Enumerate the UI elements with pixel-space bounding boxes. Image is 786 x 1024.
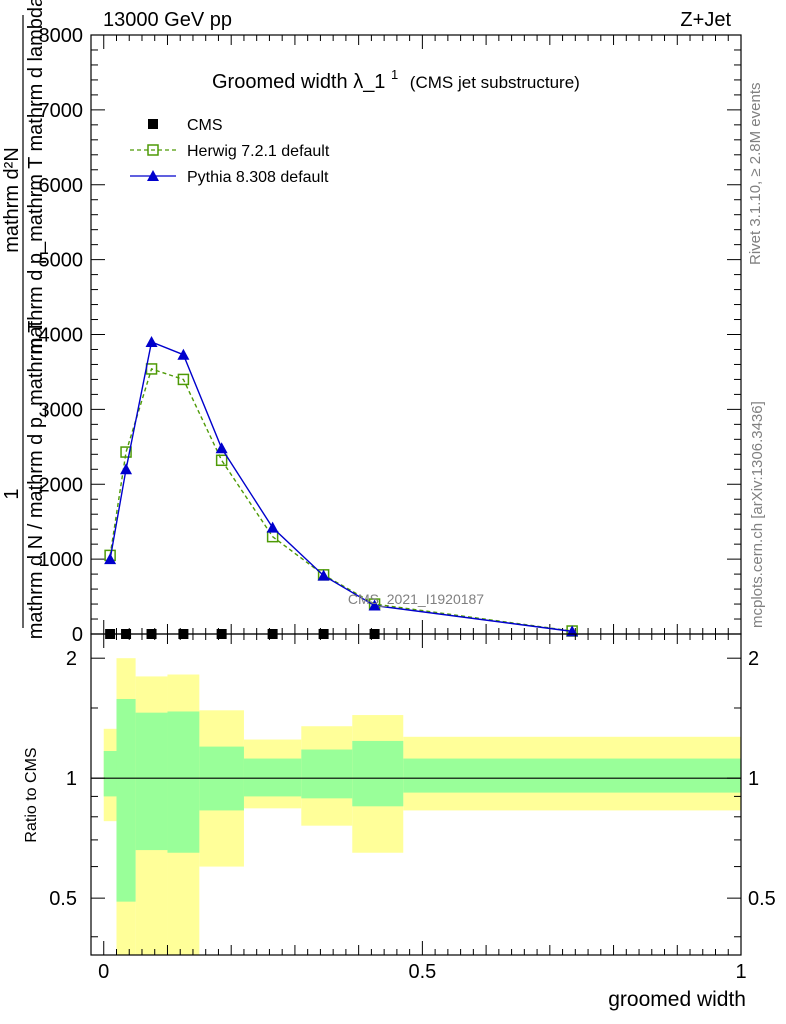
y-label-frac-top: 1 [1,488,23,499]
main-y-tick-label: 6000 [39,175,84,197]
ratio-frame [90,633,742,956]
legend-label-cms: CMS [187,117,223,134]
legend-marker-pythia [147,170,159,181]
main-y-tick-label: 3000 [39,399,84,421]
ratio-y-tick-label-right: 0.5 [748,888,776,910]
ratio-inner-band-3 [167,711,200,853]
x-tick-label: 0 [98,961,109,983]
ratio-y-tick-label: 1 [66,768,77,790]
legend-label-herwig: Herwig 7.2.1 default [187,143,330,160]
legend: CMS Herwig 7.2.1 default Pythia 8.308 de… [130,117,330,186]
pythia-data-point [177,348,190,360]
ratio-inner-band-5 [243,758,302,797]
ratio-y-tick-label-right: 1 [748,768,759,790]
ratio-inner-band-8 [403,758,741,793]
y-label-line1: mathrm d²N [1,147,23,253]
series-line-1 [109,368,573,632]
ratio-y-axis-label: Ratio to CMS [23,747,40,842]
main-y-axis-label: mathrm d²N mathrm d p_mathrm T mathrm d … [1,0,47,639]
ratio-inner-band-2 [135,712,168,851]
chart-title-main: Groomed width [212,71,348,93]
ratio-inner-band-6 [301,749,353,799]
pythia-data-point [266,521,279,533]
herwig-data-point [120,446,132,458]
pythia-data-point [145,335,158,347]
series-line-2 [109,341,573,633]
ratio-y-tick-label: 0.5 [49,888,77,910]
main-y-tick-label: 0 [72,624,83,646]
legend-label-pythia: Pythia 8.308 default [187,169,329,186]
herwig-data-point [215,454,228,467]
chart-title: Groomed width λ_1 1 (CMS jet substructur… [212,62,580,93]
main-y-tick-label: 1000 [39,549,84,571]
legend-marker-cms [148,119,158,129]
main-y-tick-label: 5000 [39,250,84,272]
chart-title-superscript: 1 [391,67,398,82]
legend-marker-herwig [147,144,159,156]
ratio-y-tick-label-right: 2 [748,648,759,670]
ratio-panel: 0 0.5 1 0.5 0.5 1 1 2 2 [49,633,776,983]
y-label-line3: mathrm d N / mathrm d p_mathrm T [25,321,47,640]
rivet-side-label: Rivet 3.1.10, ≥ 2.8M events [747,83,764,266]
header-right: Z+Jet [680,9,731,31]
main-y-tick-label: 2000 [39,474,84,496]
x-tick-label: 0.5 [408,961,436,983]
pythia-data-point [215,442,228,454]
x-tick-label: 1 [735,961,746,983]
pythia-data-point [104,553,117,565]
main-y-tick-label: 7000 [39,100,84,122]
x-axis-title: groomed width [608,988,746,1011]
pythia-data-point [368,599,381,611]
pythia-data-point [317,569,330,581]
ratio-inner-band-1 [116,698,136,902]
analysis-watermark: CMS_2021_I1920187 [348,591,484,607]
mcplots-side-label: mcplots.cern.ch [arXiv:1306.3436] [749,401,766,628]
pythia-data-point [120,463,133,475]
main-y-tick-label: 4000 [39,325,84,347]
chart-title-symbol: λ_1 [353,71,385,93]
chart-title-suffix: (CMS jet substructure) [410,73,580,92]
ratio-y-tick-label: 2 [66,648,77,670]
ratio-inner-band-0 [103,750,117,797]
herwig-data-point [177,373,190,386]
y-label-line2: mathrm d p_mathrm T mathrm d lambda [25,0,47,354]
main-panel: 0 1000 2000 3000 4000 5000 6000 7000 8000 [39,25,742,646]
header-left: 13000 GeV pp [103,9,232,31]
main-y-tick-label: 8000 [39,25,84,47]
ratio-inner-band-7 [352,740,404,807]
